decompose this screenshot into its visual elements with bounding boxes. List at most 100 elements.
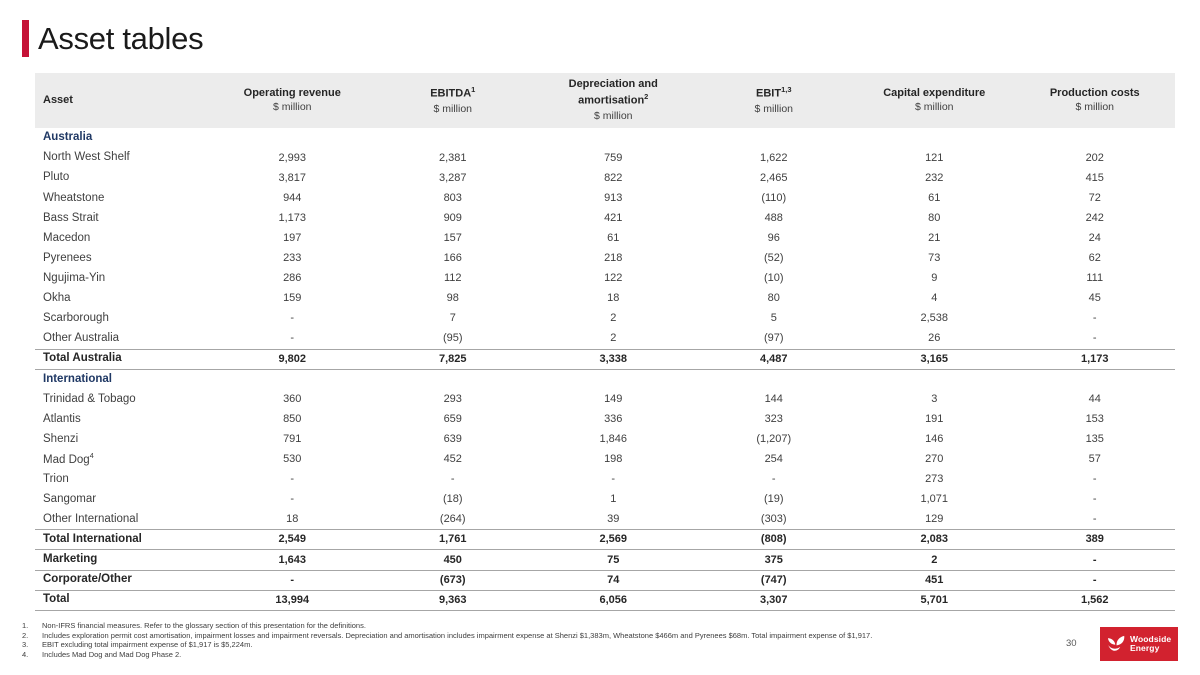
value-cell: -	[1092, 513, 1097, 526]
column-unit: $ million	[593, 109, 633, 122]
value-cell: 3,287	[438, 171, 467, 184]
value-cell: 233	[283, 252, 302, 265]
value-cell: 144	[764, 392, 783, 405]
column-header-asset: Asset	[35, 73, 212, 128]
value-cell: 488	[764, 211, 783, 224]
table-row: Trion - - - - 273 -	[35, 470, 1175, 490]
footnote: 1. Non-IFRS financial measures. Refer to …	[22, 621, 1032, 631]
value-cell: 2,993	[278, 151, 307, 164]
value-cell: 74	[533, 570, 694, 591]
value-cell: 72	[1088, 191, 1101, 204]
value-cell: 415	[1085, 171, 1104, 184]
row-label: Trion	[43, 472, 69, 485]
value-cell: 1,173	[278, 211, 307, 224]
row-label: Pluto	[43, 171, 70, 184]
row-label: Mad Dog4	[43, 451, 94, 467]
value-cell: 13,994	[212, 590, 373, 611]
value-cell: 232	[925, 171, 944, 184]
value-cell: (97)	[763, 332, 784, 345]
value-cell: 822	[604, 171, 623, 184]
footnote-number: 2.	[22, 630, 29, 640]
section-row: Australia	[35, 128, 1175, 148]
table-row: Atlantis 850 659 336 323 191 153	[35, 409, 1175, 429]
value-cell: (1,207)	[756, 432, 792, 445]
value-cell: 1,622	[759, 151, 788, 164]
footnote-number: 3.	[22, 640, 29, 650]
value-cell: 80	[928, 211, 941, 224]
column-unit: $ million	[1075, 101, 1114, 114]
value-cell: 157	[443, 232, 462, 245]
value-cell: 1,846	[599, 432, 628, 445]
value-cell: 360	[283, 392, 302, 405]
value-cell: 45	[1088, 292, 1101, 305]
value-cell: -	[1092, 473, 1097, 486]
footnote: 2. Includes exploration permit cost amort…	[22, 631, 1032, 641]
value-cell: 39	[607, 513, 620, 526]
table-body: Australia North West Shelf 2,993 2,381 759 1,…	[35, 128, 1175, 611]
value-cell: 80	[767, 292, 780, 305]
column-unit: $ million	[914, 101, 954, 114]
value-cell: 9,802	[212, 348, 373, 370]
value-cell: 5,701	[854, 590, 1015, 611]
value-cell: 3,165	[854, 348, 1015, 370]
value-cell: -	[290, 332, 295, 345]
row-label: Atlantis	[43, 412, 81, 425]
table-header-row: Asset Operating revenue $ million EBITDA1 $ …	[35, 73, 1175, 128]
value-cell: (110)	[761, 191, 787, 204]
value-cell: (18)	[442, 493, 463, 506]
total-row: Corporate/Other - (673) 74 (747) 451-	[35, 570, 1175, 591]
value-cell: 98	[446, 292, 459, 305]
value-cell: -	[450, 473, 455, 486]
value-cell: (95)	[442, 332, 463, 345]
row-label: North West Shelf	[43, 151, 130, 164]
value-cell: 1,643	[212, 549, 373, 571]
value-cell: 153	[1085, 412, 1104, 425]
row-label: Corporate/Other	[35, 570, 212, 591]
table-row: North West Shelf 2,993 2,381 759 1,622 121 202	[35, 148, 1175, 168]
footnotes: 1. Non-IFRS financial measures. Refer to …	[22, 621, 1032, 660]
value-cell: 18	[286, 513, 299, 526]
value-cell: 803	[443, 191, 462, 204]
value-cell: -	[1014, 549, 1175, 571]
value-cell: -	[1014, 570, 1175, 591]
value-cell: 73	[928, 252, 941, 265]
value-cell: 2	[610, 332, 617, 345]
value-cell: 452	[443, 453, 462, 466]
value-cell: 909	[443, 211, 462, 224]
value-cell: (303)	[760, 513, 787, 526]
column-unit: $ million	[754, 102, 793, 115]
value-cell: 2	[854, 549, 1015, 571]
footnote-text: Includes Mad Dog and Mad Dog Phase 2.	[42, 650, 182, 660]
value-cell: (673)	[372, 570, 533, 591]
value-cell: 759	[604, 151, 623, 164]
row-label: Wheatstone	[43, 191, 105, 204]
value-cell: 61	[607, 232, 620, 245]
footnote-text: EBIT excluding total impairment expense …	[42, 640, 253, 650]
value-cell: 421	[604, 211, 623, 224]
footnote-text: Includes exploration permit cost amortis…	[42, 630, 873, 640]
column-label: EBITDA1	[430, 85, 476, 100]
logo-line-2: Energy	[1130, 643, 1160, 653]
table-header: Asset Operating revenue $ million EBITDA1 $ …	[35, 73, 1175, 128]
column-label: Asset	[43, 93, 73, 106]
column-unit: $ million	[433, 102, 472, 115]
value-cell: (10)	[763, 272, 784, 285]
value-cell: 2,381	[438, 151, 467, 164]
value-cell: 122	[604, 272, 623, 285]
value-cell: 111	[1086, 272, 1104, 285]
table-row: Pyrenees 233 166 218 (52) 73 62	[35, 249, 1175, 269]
column-header-capital-expenditure: Capital expenditure $ million	[854, 73, 1015, 128]
value-cell: 44	[1088, 392, 1101, 405]
value-cell: 375	[693, 549, 854, 571]
row-label: Scarborough	[43, 312, 109, 325]
asset-table: Asset Operating revenue $ million EBITDA1 $ …	[35, 73, 1175, 611]
value-cell: 3,338	[533, 348, 694, 370]
value-cell: -	[611, 473, 616, 486]
value-cell: 7,825	[372, 348, 533, 370]
table-row: Shenzi 791 639 1,846 (1,207) 146 135	[35, 429, 1175, 449]
value-cell: 61	[928, 191, 941, 204]
value-cell: 389	[1014, 529, 1175, 551]
value-cell: (19)	[763, 493, 784, 506]
value-cell: 191	[925, 412, 944, 425]
